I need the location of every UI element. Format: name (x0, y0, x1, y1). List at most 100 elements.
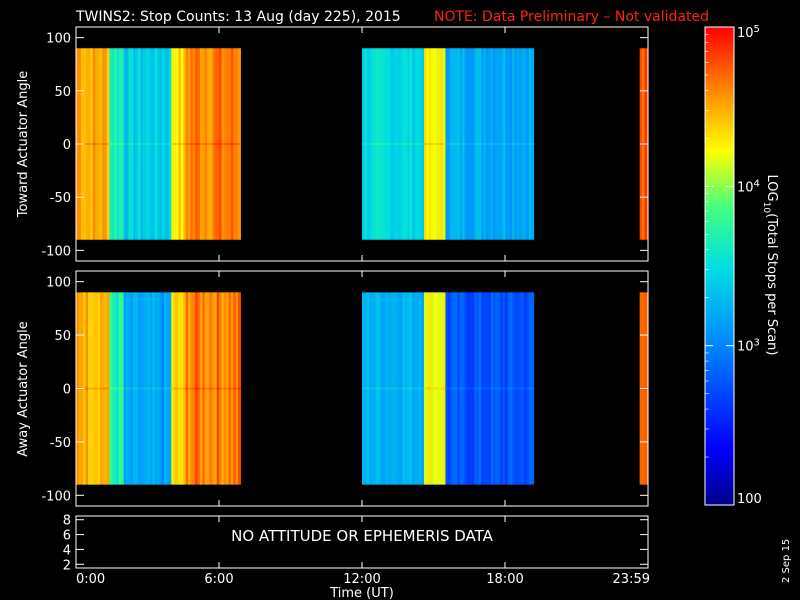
x-tick-label: 18:00 (486, 572, 523, 587)
y-tick-label: 0 (63, 383, 71, 398)
heatmap-zero-band (495, 143, 499, 145)
heatmap-zero-band (528, 143, 532, 145)
heatmap-zero-band (183, 387, 187, 390)
heatmap-zero-band (362, 143, 365, 145)
heatmap-zero-band (519, 387, 523, 390)
heatmap-zero-band (509, 387, 513, 390)
heatmap-zero-band (230, 143, 234, 145)
heatmap-zero-band (371, 143, 375, 145)
heatmap-zero-band (173, 143, 177, 145)
heatmap-zero-band (154, 387, 158, 390)
heatmap-zero-band (118, 143, 122, 145)
heatmap-zero-band (509, 143, 513, 145)
heatmap-zero-band (514, 387, 518, 390)
heatmap-zero-band (92, 387, 96, 390)
heatmap-zero-band (395, 143, 399, 145)
heatmap-zero-band (97, 387, 101, 390)
heatmap-zero-band (450, 143, 454, 145)
heatmap-zero-band (454, 387, 458, 390)
heatmap-zero-band (521, 387, 525, 390)
heatmap-zero-band (197, 387, 201, 390)
heatmap-zero-band (493, 387, 496, 390)
y-tick-label: 0 (63, 138, 71, 153)
heatmap-zero-band (466, 143, 470, 145)
heatmap-zero-band (407, 143, 411, 145)
heatmap-zero-band (238, 143, 241, 145)
heatmap-zero-band (209, 143, 213, 145)
heatmap-zero-band (135, 387, 139, 390)
heatmap-zero-band (188, 143, 191, 145)
heatmap-zero-band (478, 387, 482, 390)
heatmap-zero-band (121, 387, 125, 390)
heatmap-zero-band (488, 143, 492, 145)
heatmap-zero-band (457, 387, 461, 390)
heatmap-zero-band (414, 143, 418, 145)
heatmap-zero-band (373, 143, 377, 145)
heatmap-zero-band (388, 387, 392, 390)
heatmap-zero-band (123, 387, 127, 390)
heatmap-zero-band (400, 387, 404, 390)
heatmap-zero-band (233, 143, 237, 145)
heatmap-zero-band (216, 387, 220, 390)
y-tick-label: 50 (54, 329, 71, 344)
heatmap-zero-band (457, 143, 461, 145)
heatmap-zero-band (147, 387, 151, 390)
heatmap-zero-band (180, 387, 184, 390)
heatmap-zero-band (440, 387, 444, 390)
colorbar-label-main: LOG (764, 175, 779, 202)
heatmap-zero-band (230, 387, 234, 390)
heatmap-zero-band (423, 387, 427, 390)
heatmap-zero-band (488, 387, 492, 390)
no-data-message: NO ATTITUDE OR EPHEMERIS DATA (231, 527, 494, 545)
heatmap-zero-band (383, 387, 387, 390)
heatmap-zero-band (207, 387, 210, 390)
heatmap-zero-band (369, 143, 373, 145)
heatmap-zero-band (192, 387, 196, 390)
chart-title: TWINS2: Stop Counts: 13 Aug (day 225), 2… (75, 9, 401, 25)
heatmap-away (76, 292, 649, 485)
heatmap-zero-band (452, 387, 456, 390)
heatmap-zero-band (164, 143, 168, 145)
heatmap-zero-band (102, 387, 106, 390)
heatmap-zero-band (147, 143, 151, 145)
heatmap-zero-band (435, 387, 439, 390)
heatmap-zero-band (500, 143, 504, 145)
panel-away-ylabel: Away Actuator Angle (16, 321, 31, 456)
heatmap-zero-band (366, 143, 370, 145)
heatmap-zero-band (168, 387, 172, 390)
heatmap-zero-band (431, 387, 434, 390)
heatmap-zero-band (528, 387, 532, 390)
heatmap-zero-band (447, 387, 451, 390)
heatmap-zero-band (207, 143, 210, 145)
panel-toward-ylabel: Toward Actuator Angle (16, 71, 31, 218)
heatmap-zero-band (516, 143, 520, 145)
heatmap-zero-band (90, 143, 94, 145)
heatmap-zero-band (109, 387, 113, 390)
heatmap-zero-band (83, 143, 87, 145)
heatmap-zero-band (211, 143, 215, 145)
heatmap-zero-band (99, 387, 103, 390)
heatmap-toward (76, 48, 649, 240)
heatmap-zero-band (116, 387, 120, 390)
heatmap-zero-band (531, 387, 535, 390)
heatmap-zero-band (397, 143, 401, 145)
heatmap-zero-band (111, 387, 115, 390)
heatmap-zero-band (137, 387, 141, 390)
y-tick-label: -50 (50, 436, 71, 451)
heatmap-zero-band (364, 143, 368, 145)
heatmap-zero-band (512, 143, 516, 145)
heatmap-zero-band (238, 387, 241, 390)
heatmap-zero-band (104, 387, 108, 390)
heatmap-zero-band (90, 387, 94, 390)
heatmap-zero-band (195, 143, 199, 145)
heatmap-zero-band (235, 143, 239, 145)
heatmap-zero-band (462, 143, 465, 145)
heatmap-zero-band (228, 387, 232, 390)
heatmap-zero-band (409, 387, 413, 390)
heatmap-zero-band (438, 387, 442, 390)
heatmap-zero-band (142, 387, 146, 390)
heatmap-zero-band (202, 387, 206, 390)
heatmap-zero-band (481, 143, 485, 145)
heatmap-zero-band (226, 143, 230, 145)
heatmap-zero-band (407, 387, 411, 390)
